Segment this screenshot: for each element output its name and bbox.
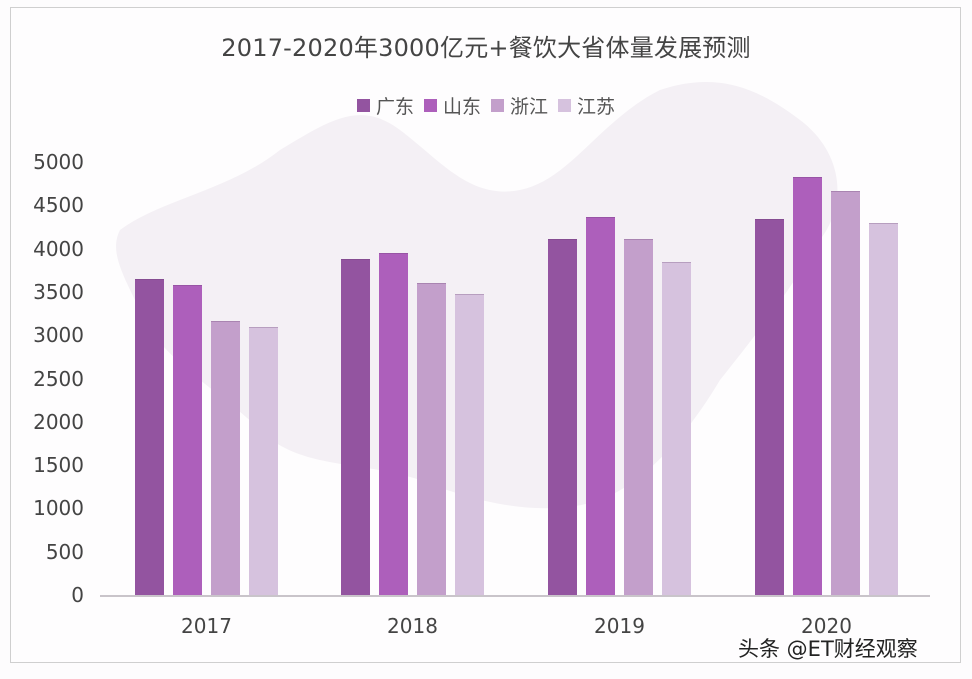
- bar-2019-2: [624, 239, 653, 595]
- bar-2019-1: [586, 216, 615, 595]
- bar-2017-0: [135, 278, 164, 595]
- y-tick-label: 4500: [33, 193, 84, 218]
- bar-2018-3: [455, 294, 484, 595]
- y-tick-label: 5000: [33, 150, 84, 174]
- y-tick-label: 1500: [33, 453, 84, 478]
- legend-swatch-icon: [558, 99, 572, 112]
- y-tick-label: 1000: [33, 496, 84, 521]
- legend-item-jiangsu: 江苏: [558, 92, 615, 119]
- y-tick-label: 500: [45, 539, 84, 564]
- y-tick-label: 0: [71, 583, 84, 607]
- bar-2018-0: [341, 258, 370, 595]
- bar-2020-1: [793, 176, 822, 595]
- bar-2020-2: [831, 190, 860, 595]
- x-tick-label: 2017: [181, 614, 232, 638]
- bar-2017-2: [211, 321, 240, 595]
- y-tick-label: 2000: [33, 409, 84, 434]
- bar-2017-3: [249, 326, 278, 595]
- legend-item-zhejiang: 浙江: [491, 92, 548, 119]
- x-axis-line: [100, 595, 930, 597]
- bar-2019-0: [548, 239, 577, 595]
- x-tick-label: 2018: [387, 614, 438, 638]
- watermark-text: 头条 @ET财经观察: [738, 637, 918, 661]
- bar-2018-2: [417, 283, 446, 595]
- legend-item-guangdong: 广东: [356, 92, 414, 119]
- x-tick-label: 2019: [594, 614, 645, 638]
- bar-2020-3: [869, 222, 898, 595]
- bar-2019-3: [662, 261, 691, 595]
- legend-item-shandong: 山东: [423, 92, 481, 119]
- x-tick-label: 2020: [801, 614, 852, 638]
- legend-label: 浙江: [510, 96, 549, 118]
- y-tick-label: 3500: [33, 279, 84, 304]
- bar-2017-1: [173, 284, 202, 595]
- y-tick-label: 2500: [33, 366, 84, 391]
- legend-label: 山东: [442, 96, 481, 118]
- legend-swatch-icon: [423, 99, 437, 112]
- y-tick-label: 4000: [33, 236, 84, 261]
- chart-title: 2017-2020年3000亿元+餐饮大省体量发展预测: [221, 34, 751, 62]
- legend-label: 江苏: [577, 96, 616, 118]
- legend-swatch-icon: [356, 99, 370, 112]
- legend-label: 广东: [375, 96, 414, 118]
- y-tick-label: 3000: [33, 323, 84, 348]
- bar-2020-0: [755, 219, 784, 595]
- bar-2018-1: [379, 252, 408, 595]
- legend-swatch-icon: [491, 99, 504, 112]
- chart-legend: 广东 山东 浙江 江苏: [0, 92, 972, 119]
